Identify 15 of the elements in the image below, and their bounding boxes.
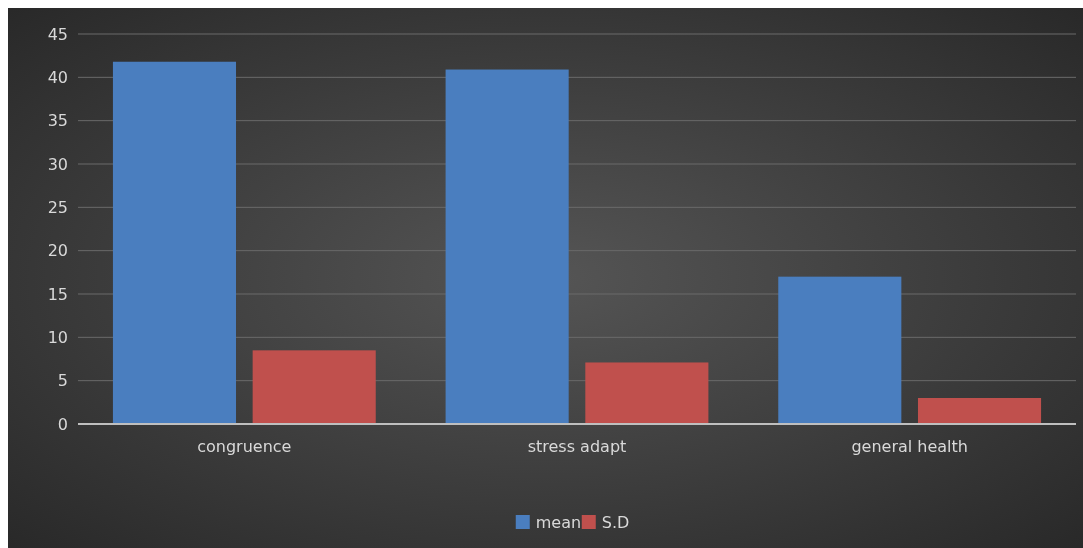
y-tick-label: 5 <box>57 371 68 391</box>
y-tick-label: 15 <box>47 284 68 304</box>
y-tick-label: 30 <box>47 154 68 174</box>
legend-label: mean <box>535 512 582 532</box>
y-tick-label: 35 <box>47 111 68 131</box>
y-tick-label: 20 <box>47 241 68 261</box>
x-tick-label: general health <box>851 437 968 456</box>
y-tick-label: 40 <box>47 67 68 87</box>
legend-label: S.D <box>601 512 630 532</box>
y-tick-label: 0 <box>57 414 68 434</box>
y-tick-label: 25 <box>47 197 68 217</box>
x-tick-label: congruence <box>197 437 292 456</box>
y-tick-label: 45 <box>47 24 68 44</box>
x-tick-label: stress adapt <box>527 437 627 456</box>
y-tick-label: 10 <box>47 327 68 347</box>
